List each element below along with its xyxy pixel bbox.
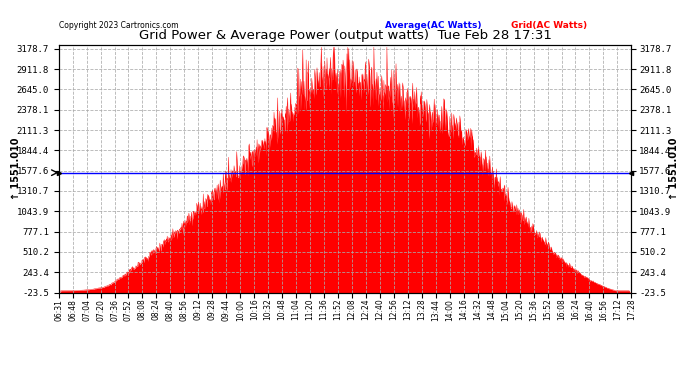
Title: Grid Power & Average Power (output watts)  Tue Feb 28 17:31: Grid Power & Average Power (output watts… [139, 30, 551, 42]
Text: ↑ 1551.010: ↑ 1551.010 [11, 138, 21, 200]
Text: Copyright 2023 Cartronics.com: Copyright 2023 Cartronics.com [59, 21, 178, 30]
Text: ↑ 1551.010: ↑ 1551.010 [669, 138, 679, 200]
Text: Grid(AC Watts): Grid(AC Watts) [511, 21, 587, 30]
Text: Average(AC Watts): Average(AC Watts) [385, 21, 482, 30]
